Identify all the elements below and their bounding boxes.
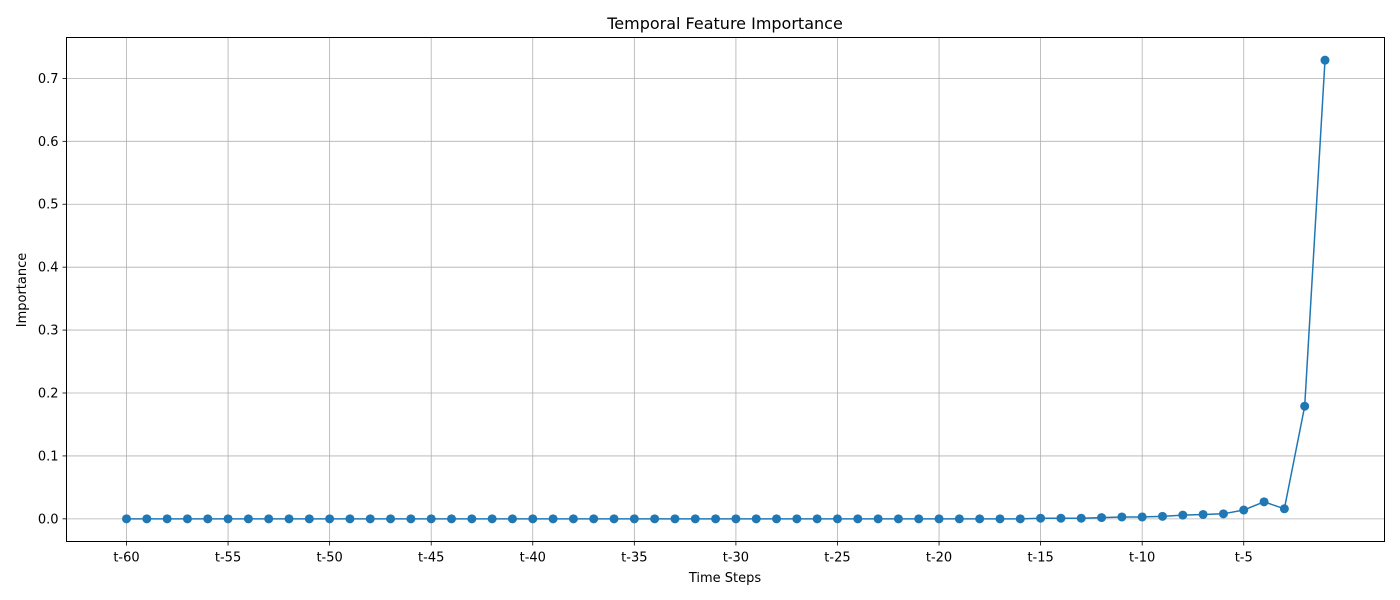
data-point [914, 514, 924, 524]
data-point [670, 514, 680, 524]
y-tick-label: 0.2 [38, 387, 59, 402]
data-point [1137, 512, 1147, 522]
data-point [1097, 513, 1107, 523]
data-point [568, 514, 578, 524]
data-point [284, 514, 294, 524]
data-point [1239, 505, 1249, 515]
plot-frame [66, 37, 1385, 542]
data-point [1178, 510, 1188, 520]
data-point [406, 514, 416, 524]
data-point [1320, 55, 1330, 65]
data-point [1300, 401, 1310, 411]
data-point [792, 514, 802, 524]
x-tick-label: t-35 [621, 551, 647, 566]
y-axis-ticks: 0.0 0.1 0.2 0.3 0.4 0.5 0.6 0.7 [38, 72, 67, 527]
data-point [589, 514, 599, 524]
data-point [1259, 497, 1269, 507]
y-tick-label: 0.0 [38, 512, 59, 527]
data-point [264, 514, 274, 524]
data-point [325, 514, 335, 524]
data-point [1117, 512, 1127, 522]
x-tick-label: t-55 [215, 551, 241, 566]
data-point [1076, 513, 1086, 523]
y-tick-label: 0.1 [38, 449, 59, 464]
data-point [1279, 504, 1289, 514]
x-axis-ticks: t-60 t-55 t-50 t-45 t-40 t-35 t-30 t-25 t-20 t-15… [113, 541, 1253, 566]
x-tick-label: t-30 [723, 551, 749, 566]
data-point [304, 514, 314, 524]
y-axis-title: Importance [15, 253, 30, 328]
data-point [1218, 509, 1228, 519]
series-line [126, 60, 1326, 520]
x-tick-label: t-25 [824, 551, 850, 566]
x-tick-label: t-10 [1129, 551, 1155, 566]
x-tick-label: t-5 [1235, 551, 1253, 566]
data-point [528, 514, 538, 524]
data-point [243, 514, 253, 524]
data-point [853, 514, 863, 524]
x-tick-label: t-50 [316, 551, 342, 566]
data-point [690, 514, 700, 524]
data-point [548, 514, 558, 524]
x-tick-label: t-40 [520, 551, 546, 566]
x-tick-label: t-45 [418, 551, 444, 566]
data-point [223, 514, 233, 524]
data-point [731, 514, 741, 524]
data-point [203, 514, 213, 524]
data-point [1015, 514, 1025, 524]
data-point [873, 514, 883, 524]
data-point [1056, 513, 1066, 523]
data-point [893, 514, 903, 524]
y-tick-label: 0.4 [38, 261, 59, 276]
data-point [954, 514, 964, 524]
x-tick-label: t-60 [113, 551, 139, 566]
data-point [365, 514, 375, 524]
data-point [426, 514, 436, 524]
data-point [812, 514, 822, 524]
y-tick-label: 0.3 [38, 324, 59, 339]
data-point [447, 514, 457, 524]
data-point [1036, 513, 1046, 523]
data-point [629, 514, 639, 524]
data-point [934, 514, 944, 524]
data-point [975, 514, 985, 524]
x-tick-label: t-20 [926, 551, 952, 566]
data-point [467, 514, 477, 524]
data-point [142, 514, 152, 524]
data-point [650, 514, 660, 524]
data-point [772, 514, 782, 524]
data-point [1157, 511, 1167, 521]
data-point [162, 514, 172, 524]
y-tick-label: 0.7 [38, 72, 59, 87]
data-point [1198, 509, 1208, 519]
data-point [507, 514, 517, 524]
y-tick-label: 0.6 [38, 135, 59, 150]
chart-title: Temporal Feature Importance [606, 14, 843, 33]
data-point [182, 514, 192, 524]
data-point [751, 514, 761, 524]
data-point [386, 514, 396, 524]
y-tick-label: 0.5 [38, 198, 59, 213]
data-point [995, 514, 1005, 524]
x-axis-title: Time Steps [688, 571, 762, 586]
data-point [122, 514, 131, 524]
grid [66, 37, 1385, 542]
x-tick-label: t-15 [1027, 551, 1053, 566]
series-importance [122, 55, 1330, 524]
data-point [487, 514, 497, 524]
data-point [832, 514, 842, 524]
data-point [711, 514, 721, 524]
data-point [609, 514, 619, 524]
data-point [345, 514, 355, 524]
